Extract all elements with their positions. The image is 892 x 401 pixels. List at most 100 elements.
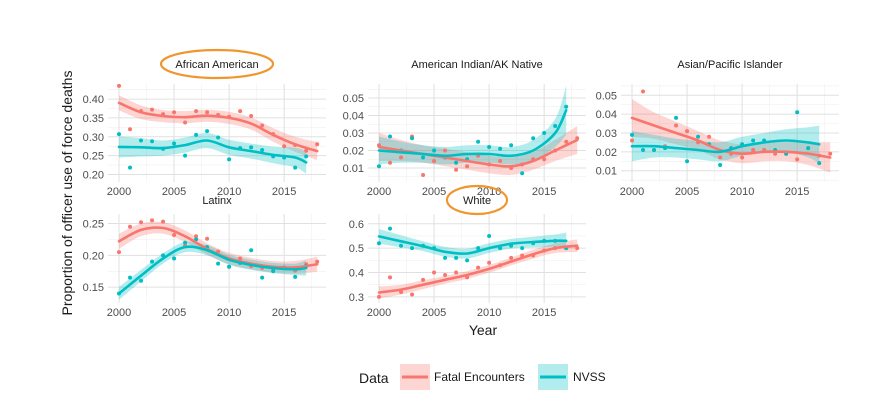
- data-point-fatal-encounters: [282, 144, 287, 149]
- data-point-fatal-encounters: [238, 256, 243, 261]
- facet-panels: 2000 2005 2010 2015 0.20 0.25 0.30 0.35 0.40 Afri…: [83, 48, 839, 319]
- data-point-fatal-encounters: [205, 236, 210, 241]
- y-tick-label: 0.03: [343, 128, 364, 140]
- y-tick-label: 0.5: [349, 243, 364, 255]
- y-tick-label: 0.4: [349, 268, 364, 280]
- x-tick-label: 2010: [217, 186, 241, 198]
- data-point-fatal-encounters: [128, 127, 133, 132]
- data-point-fatal-encounters: [509, 255, 514, 260]
- smooth-line-nvss: [377, 109, 568, 158]
- panel-title-american-indian-ak-native: American Indian/AK Native: [411, 59, 542, 71]
- data-point-nvss: [718, 163, 723, 168]
- legend-item-nvss[interactable]: NVSS: [538, 364, 606, 390]
- y-tick-label: 0.30: [83, 132, 104, 144]
- y-tick-label: 0.01: [596, 166, 617, 178]
- data-point-fatal-encounters: [399, 155, 404, 160]
- data-point-fatal-encounters: [315, 142, 320, 147]
- data-point-fatal-encounters: [421, 173, 426, 177]
- data-point-nvss: [630, 132, 635, 137]
- data-point-nvss: [128, 165, 133, 170]
- data-point-nvss: [260, 275, 265, 280]
- data-point-nvss: [117, 132, 122, 137]
- y-tick-label: 0.01: [343, 163, 364, 175]
- data-point-fatal-encounters: [172, 232, 177, 237]
- data-point-nvss: [476, 246, 481, 251]
- smooth-line-nvss: [117, 139, 308, 164]
- y-tick-label: 0.20: [83, 250, 104, 262]
- data-point-fatal-encounters: [194, 109, 199, 114]
- x-tick-label: 2010: [730, 186, 754, 198]
- data-point-fatal-encounters: [685, 129, 690, 134]
- y-tick-label: 0.02: [596, 147, 617, 159]
- data-point-nvss: [216, 135, 221, 140]
- x-tick-label: 2010: [217, 307, 241, 319]
- data-point-nvss: [432, 148, 437, 153]
- x-axis-title: Year: [469, 322, 498, 338]
- data-point-fatal-encounters: [432, 159, 437, 163]
- data-point-nvss: [806, 146, 811, 151]
- panel-white: 2000 2005 2010 2015 0.3 0.4 0.5 0.6 White: [349, 184, 586, 319]
- data-point-fatal-encounters: [161, 219, 166, 224]
- y-tick-label: 0.05: [596, 90, 617, 102]
- data-point-nvss: [465, 258, 470, 263]
- data-point-fatal-encounters: [751, 147, 756, 152]
- legend-item-fatal-encounters[interactable]: Fatal Encounters: [400, 364, 525, 390]
- x-tick-label: 2015: [532, 307, 556, 319]
- confidence-band-nvss: [379, 229, 567, 259]
- data-point-nvss: [293, 274, 298, 279]
- data-point-fatal-encounters: [117, 83, 122, 88]
- data-point-nvss: [410, 136, 415, 141]
- data-point-nvss: [674, 115, 679, 120]
- confidence-band-fatal-encounters: [632, 99, 831, 173]
- confidence-band-nvss: [379, 85, 567, 165]
- data-point-fatal-encounters: [564, 139, 569, 144]
- data-point-fatal-encounters: [421, 277, 426, 282]
- data-point-fatal-encounters: [630, 138, 635, 143]
- data-point-nvss: [641, 147, 646, 152]
- data-point-fatal-encounters: [432, 270, 437, 275]
- data-point-fatal-encounters: [238, 109, 243, 114]
- data-point-nvss: [139, 138, 144, 143]
- y-tick-label: 0.03: [596, 128, 617, 140]
- data-point-nvss: [377, 164, 382, 169]
- data-point-nvss: [183, 240, 188, 245]
- data-point-nvss: [194, 132, 199, 137]
- data-point-fatal-encounters: [172, 110, 177, 115]
- data-point-nvss: [520, 246, 525, 251]
- data-point-fatal-encounters: [542, 157, 547, 162]
- legend-label-nvss: NVSS: [573, 370, 606, 384]
- data-point-fatal-encounters: [150, 218, 155, 223]
- smooth-line-fatal-encounters: [117, 101, 319, 153]
- y-tick-label: 0.02: [343, 146, 364, 158]
- y-tick-label: 0.25: [83, 219, 104, 231]
- y-tick-label: 0.05: [343, 93, 364, 105]
- data-point-fatal-encounters: [388, 275, 393, 280]
- data-point-fatal-encounters: [454, 167, 459, 172]
- data-point-nvss: [410, 246, 415, 251]
- data-point-nvss: [271, 269, 276, 274]
- data-point-fatal-encounters: [487, 260, 492, 265]
- panel-title-latinx: Latinx: [202, 195, 232, 207]
- confidence-band-fatal-encounters: [119, 95, 318, 161]
- data-point-nvss: [443, 255, 448, 260]
- x-tick-label: 2000: [620, 186, 644, 198]
- data-point-fatal-encounters: [465, 164, 470, 169]
- data-point-nvss: [139, 278, 144, 283]
- panel-african-american: 2000 2005 2010 2015 0.20 0.25 0.30 0.35 0.40 Afri…: [83, 48, 326, 198]
- data-point-fatal-encounters: [139, 220, 144, 225]
- legend-title: Data: [359, 370, 389, 386]
- panel-american-indian-ak-native: 2000 2005 2010 20150.010.020.030.040.05Amer…: [343, 59, 586, 198]
- data-point-nvss: [128, 275, 133, 280]
- data-point-nvss: [260, 147, 265, 152]
- x-tick-label: 2005: [162, 307, 186, 319]
- y-tick-label: 0.6: [349, 219, 364, 231]
- highlight-ellipse-white: [445, 184, 509, 216]
- data-point-fatal-encounters: [718, 155, 723, 160]
- data-point-nvss: [172, 256, 177, 261]
- y-tick-label: 0.3: [349, 292, 364, 304]
- data-point-nvss: [150, 259, 155, 264]
- panel-title-asian-pacific-islander: Asian/Pacific Islander: [677, 59, 782, 71]
- data-point-nvss: [751, 138, 756, 143]
- data-point-fatal-encounters: [205, 110, 210, 115]
- legend-label-fatal-encounters: Fatal Encounters: [434, 370, 525, 384]
